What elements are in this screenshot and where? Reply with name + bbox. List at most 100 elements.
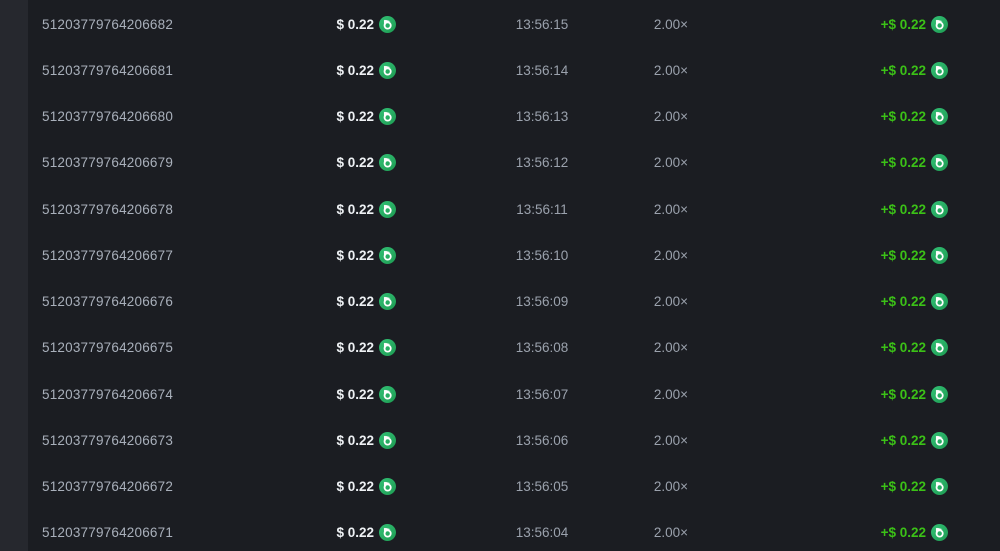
bet-multiplier: 2.00× — [653, 479, 689, 495]
bet-id: 51203779764206679 — [42, 155, 174, 171]
bet-payout-value: +$ 0.22 — [880, 479, 926, 495]
bet-row[interactable]: 51203779764206676 $ 0.22 1 — [28, 279, 1000, 325]
bet-row[interactable]: 51203779764206674 $ 0.22 1 — [28, 371, 1000, 417]
green-coin-b-icon — [931, 339, 948, 357]
bet-row[interactable]: 51203779764206678 $ 0.22 1 — [28, 186, 1000, 232]
bet-amount-value: $ 0.22 — [336, 155, 374, 171]
bet-payout: +$ 0.22 — [881, 47, 948, 93]
bet-id: 51203779764206672 — [42, 479, 174, 495]
bet-multiplier: 2.00× — [653, 155, 689, 171]
bet-row[interactable]: 51203779764206680 $ 0.22 1 — [28, 94, 1000, 140]
bet-multiplier: 2.00× — [653, 340, 689, 356]
bet-row[interactable]: 51203779764206677 $ 0.22 1 — [28, 232, 1000, 278]
green-coin-b-icon — [931, 15, 948, 33]
green-coin-b-icon — [379, 154, 396, 172]
bet-payout-value: +$ 0.22 — [880, 432, 926, 448]
bet-amount: $ 0.22 — [28, 47, 396, 93]
bet-payout-value: +$ 0.22 — [880, 16, 926, 32]
bet-payout: +$ 0.22 — [881, 140, 948, 186]
bet-amount: $ 0.22 — [28, 140, 396, 186]
bet-amount: $ 0.22 — [28, 464, 396, 510]
bet-id: 51203779764206674 — [42, 386, 174, 402]
bet-amount: $ 0.22 — [28, 510, 396, 551]
bet-amount: $ 0.22 — [28, 186, 396, 232]
bet-amount: $ 0.22 — [28, 94, 396, 140]
green-coin-b-icon — [931, 108, 948, 126]
green-coin-b-icon — [931, 431, 948, 449]
bet-payout-value: +$ 0.22 — [880, 294, 926, 310]
bet-payout: +$ 0.22 — [881, 417, 948, 463]
bet-amount: $ 0.22 — [28, 417, 396, 463]
bet-payout-value: +$ 0.22 — [880, 201, 926, 217]
bet-multiplier: 2.00× — [653, 432, 689, 448]
bet-id: 51203779764206677 — [42, 247, 174, 263]
bet-amount-value: $ 0.22 — [336, 525, 374, 541]
green-coin-b-icon — [931, 293, 948, 311]
bet-time: 13:56:09 — [515, 294, 569, 310]
green-coin-b-icon — [379, 15, 396, 33]
bet-row[interactable]: 51203779764206681 $ 0.22 1 — [28, 47, 1000, 93]
bet-amount: $ 0.22 — [28, 325, 396, 371]
bet-payout: +$ 0.22 — [881, 464, 948, 510]
bet-multiplier: 2.00× — [653, 247, 689, 263]
bet-payout: +$ 0.22 — [881, 186, 948, 232]
green-coin-b-icon — [931, 524, 948, 542]
bet-amount-value: $ 0.22 — [336, 62, 374, 78]
bet-multiplier: 2.00× — [653, 386, 689, 402]
bet-amount-value: $ 0.22 — [336, 340, 374, 356]
bet-id: 51203779764206673 — [42, 432, 174, 448]
bet-time: 13:56:08 — [515, 340, 569, 356]
bet-amount: $ 0.22 — [28, 279, 396, 325]
bet-payout-value: +$ 0.22 — [880, 386, 926, 402]
bet-time: 13:56:14 — [515, 62, 569, 78]
bet-payout-value: +$ 0.22 — [880, 247, 926, 263]
bet-multiplier: 2.00× — [653, 294, 689, 310]
bet-multiplier: 2.00× — [653, 16, 689, 32]
bet-history-table: 51203779764206682 $ 0.22 1 — [28, 1, 1000, 551]
bet-time: 13:56:05 — [515, 479, 569, 495]
bet-multiplier: 2.00× — [653, 62, 689, 78]
bet-time: 13:56:04 — [515, 525, 569, 541]
bet-payout: +$ 0.22 — [881, 279, 948, 325]
bet-id: 51203779764206671 — [42, 525, 174, 541]
green-coin-b-icon — [379, 61, 396, 79]
sidebar-edge — [0, 0, 28, 551]
green-coin-b-icon — [379, 293, 396, 311]
bet-payout-value: +$ 0.22 — [880, 340, 926, 356]
bet-amount-value: $ 0.22 — [336, 247, 374, 263]
green-coin-b-icon — [931, 200, 948, 218]
green-coin-b-icon — [379, 524, 396, 542]
green-coin-b-icon — [379, 339, 396, 357]
bet-payout: +$ 0.22 — [881, 232, 948, 278]
bet-payout: +$ 0.22 — [881, 1, 948, 47]
bet-amount-value: $ 0.22 — [336, 386, 374, 402]
bet-multiplier: 2.00× — [653, 525, 689, 541]
bet-row[interactable]: 51203779764206671 $ 0.22 1 — [28, 510, 1000, 551]
bet-row[interactable]: 51203779764206682 $ 0.22 1 — [28, 1, 1000, 47]
green-coin-b-icon — [379, 385, 396, 403]
bet-amount-value: $ 0.22 — [336, 479, 374, 495]
bet-time: 13:56:11 — [516, 201, 568, 217]
bet-payout: +$ 0.22 — [881, 510, 948, 551]
bet-amount-value: $ 0.22 — [336, 294, 374, 310]
bet-time: 13:56:12 — [515, 155, 569, 171]
bet-row[interactable]: 51203779764206675 $ 0.22 1 — [28, 325, 1000, 371]
bet-row[interactable]: 51203779764206679 $ 0.22 1 — [28, 140, 1000, 186]
bet-amount: $ 0.22 — [28, 371, 396, 417]
bet-id: 51203779764206678 — [42, 201, 174, 217]
bet-payout-value: +$ 0.22 — [880, 155, 926, 171]
bet-row[interactable]: 51203779764206672 $ 0.22 1 — [28, 464, 1000, 510]
bet-row[interactable]: 51203779764206673 $ 0.22 1 — [28, 417, 1000, 463]
bet-id: 51203779764206682 — [42, 16, 174, 32]
bet-payout: +$ 0.22 — [881, 371, 948, 417]
bet-payout-value: +$ 0.22 — [880, 525, 926, 541]
bet-id: 51203779764206676 — [42, 294, 174, 310]
green-coin-b-icon — [931, 478, 948, 496]
bet-time: 13:56:13 — [515, 109, 569, 125]
bet-payout-value: +$ 0.22 — [880, 62, 926, 78]
bet-multiplier: 2.00× — [653, 109, 689, 125]
bet-id: 51203779764206675 — [42, 340, 174, 356]
bet-amount: $ 0.22 — [28, 232, 396, 278]
green-coin-b-icon — [379, 431, 396, 449]
bet-amount-value: $ 0.22 — [336, 16, 374, 32]
